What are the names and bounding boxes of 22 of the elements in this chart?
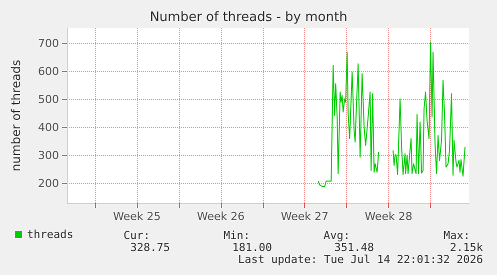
y-axis-title: number of threads bbox=[9, 60, 23, 172]
x-tick-label: Week 25 bbox=[113, 210, 161, 223]
text: 328.75 bbox=[130, 241, 170, 254]
y-tick-label: 400 bbox=[38, 120, 59, 134]
y-tick-label: 500 bbox=[38, 92, 59, 106]
x-tick-label: Week 28 bbox=[364, 210, 412, 223]
text: Max: bbox=[444, 229, 470, 242]
text: Min: bbox=[224, 229, 250, 242]
chart-title: Number of threads - by month bbox=[150, 10, 348, 25]
text: Last update: Tue Jul 14 22:01:32 2026 bbox=[238, 253, 483, 266]
x-tick-label: Week 27 bbox=[280, 210, 329, 223]
legend-label: threads bbox=[27, 228, 74, 241]
y-tick-label: 600 bbox=[38, 64, 59, 78]
y-tick-label: 200 bbox=[38, 176, 59, 190]
text: 351.48 bbox=[334, 241, 374, 254]
text: Avg: bbox=[324, 229, 350, 242]
y-tick-label: 300 bbox=[38, 148, 59, 162]
text: 181.00 bbox=[232, 241, 272, 254]
text: Cur: bbox=[124, 229, 150, 242]
text: 2.15k bbox=[450, 241, 484, 254]
y-tick-label: 700 bbox=[38, 36, 59, 50]
x-tick-label: Week 26 bbox=[196, 210, 245, 223]
